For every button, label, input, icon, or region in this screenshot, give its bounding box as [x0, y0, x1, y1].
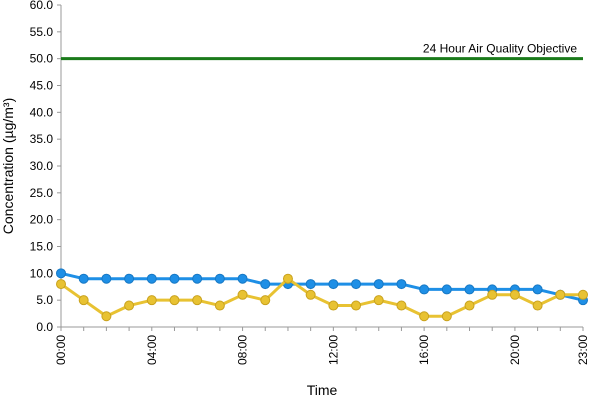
data-point	[56, 279, 66, 290]
y-axis-ticks: 0.0 5.0 10.0 15.0 20.0 25.0 30.0 35.0 40.0 45.0 50…	[30, 0, 61, 334]
data-point	[260, 295, 271, 306]
series-group	[56, 268, 588, 322]
y-axis-title: Concentration (µg/m³)	[0, 98, 16, 234]
data-point	[305, 289, 316, 300]
data-point	[124, 300, 135, 311]
y-tick-label: 35.0	[30, 132, 54, 146]
data-point	[146, 273, 157, 284]
reference-line-label: 24 Hour Air Quality Objective	[423, 42, 577, 56]
data-point	[487, 289, 498, 300]
data-point	[578, 289, 588, 300]
series-1	[56, 273, 588, 322]
data-point	[464, 300, 475, 311]
data-point	[328, 300, 339, 311]
data-point	[328, 279, 339, 290]
data-point	[146, 295, 157, 306]
data-point	[214, 273, 225, 284]
data-point	[532, 300, 543, 311]
data-point	[169, 273, 180, 284]
y-tick-label: 55.0	[30, 25, 54, 39]
x-tick-label: 12:00	[326, 335, 340, 365]
y-tick-label: 0.0	[36, 320, 53, 334]
y-tick-label: 50.0	[30, 52, 54, 66]
y-tick-label: 20.0	[30, 213, 54, 227]
data-point	[56, 268, 66, 279]
y-tick-label: 45.0	[30, 79, 54, 93]
data-point	[124, 273, 135, 284]
y-tick-label: 30.0	[30, 159, 54, 173]
data-point	[192, 273, 203, 284]
x-tick-label: 00:00	[54, 335, 68, 365]
y-tick-label: 10.0	[30, 266, 54, 280]
x-axis-title: Time	[307, 382, 338, 398]
data-point	[396, 300, 407, 311]
data-point	[532, 284, 543, 295]
data-point	[282, 273, 293, 284]
x-tick-label: 23:00	[576, 335, 590, 365]
x-tick-label: 04:00	[145, 335, 159, 365]
y-tick-label: 15.0	[30, 240, 54, 254]
data-point	[441, 311, 452, 322]
data-point	[78, 295, 89, 306]
reference-line-group: 24 Hour Air Quality Objective	[61, 42, 583, 61]
data-point	[101, 273, 112, 284]
data-point	[509, 289, 520, 300]
data-point	[169, 295, 180, 306]
y-tick-label: 60.0	[30, 0, 54, 12]
data-point	[101, 311, 112, 322]
data-point	[305, 279, 316, 290]
data-point	[237, 289, 248, 300]
data-point	[351, 279, 362, 290]
y-tick-label: 5.0	[36, 293, 53, 307]
data-point	[555, 289, 566, 300]
data-point	[351, 300, 362, 311]
data-point	[373, 295, 384, 306]
data-point	[260, 279, 271, 290]
data-point	[396, 279, 407, 290]
data-point	[214, 300, 225, 311]
x-tick-label: 08:00	[236, 335, 250, 365]
data-point	[419, 284, 430, 295]
data-point	[419, 311, 430, 322]
y-tick-label: 40.0	[30, 105, 54, 119]
data-point	[373, 279, 384, 290]
data-point	[464, 284, 475, 295]
data-point	[78, 273, 89, 284]
data-point	[441, 284, 452, 295]
x-tick-label: 20:00	[508, 335, 522, 365]
x-axis-ticks: 00:00 04:00 08:00 12:00 16:00 20:00 23:00	[54, 327, 590, 365]
y-tick-label: 25.0	[30, 186, 54, 200]
data-point	[237, 273, 248, 284]
x-tick-label: 16:00	[417, 335, 431, 365]
data-point	[192, 295, 203, 306]
